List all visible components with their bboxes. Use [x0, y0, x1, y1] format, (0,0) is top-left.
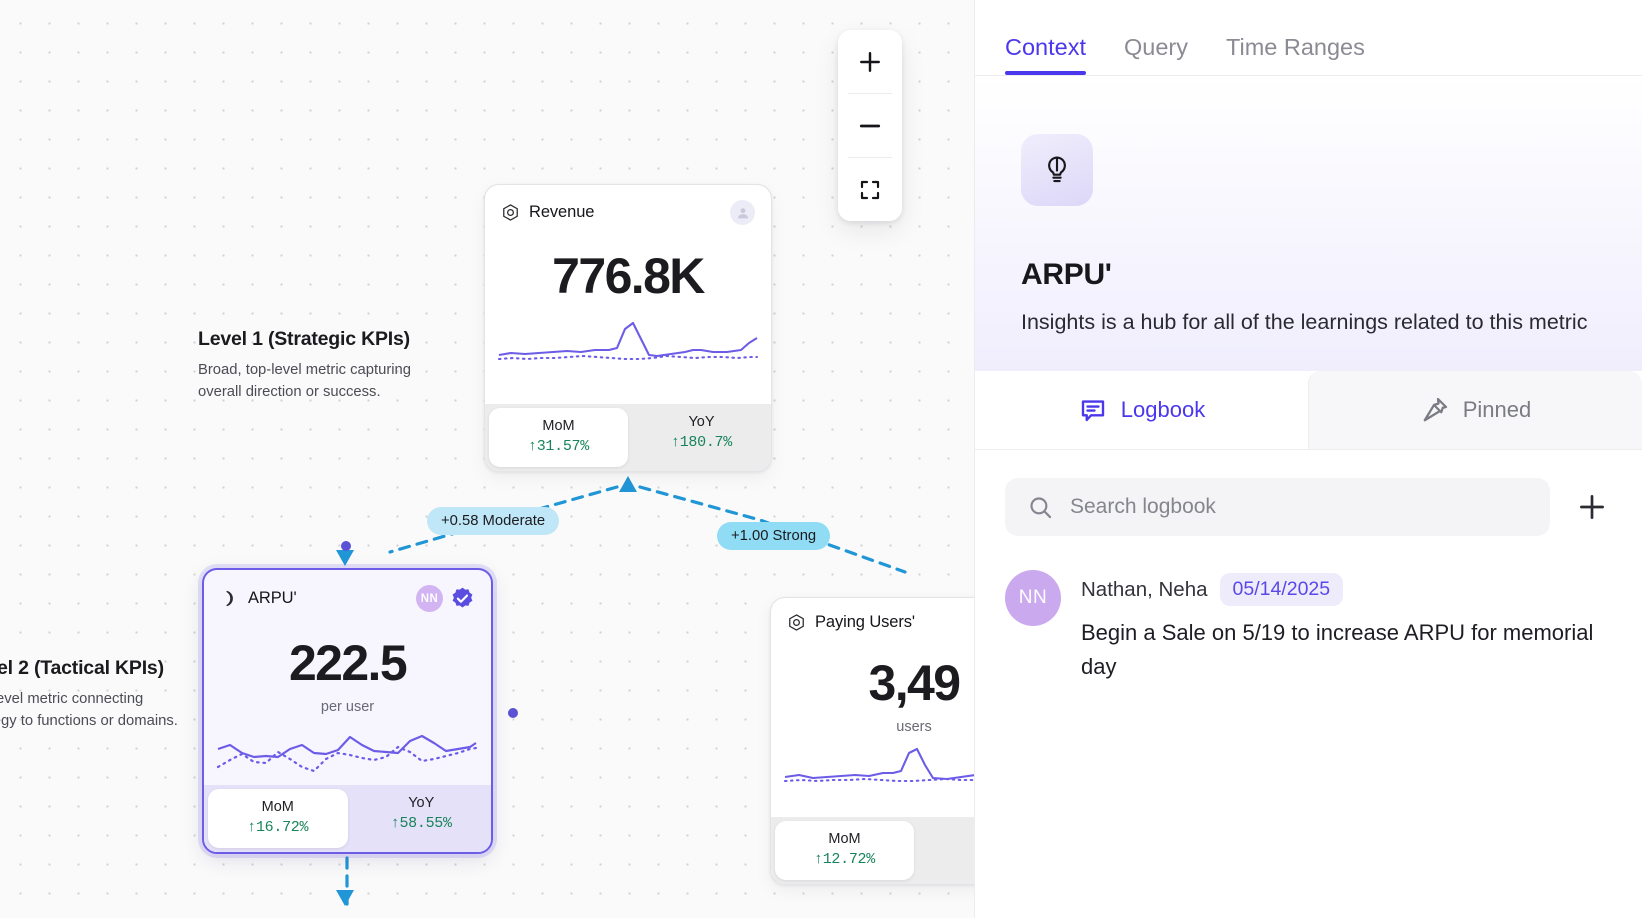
avatar[interactable]: NN: [416, 585, 443, 612]
sparkline-chart: [204, 727, 491, 784]
level-description: Mid-level metric connecting strategy to …: [0, 689, 224, 732]
list-item[interactable]: NN Nathan, Neha 05/14/2025 Begin a Sale …: [1005, 570, 1612, 684]
level-title: Level 1 (Strategic KPIs): [198, 328, 410, 350]
comment-icon: [1081, 400, 1104, 422]
card-header-actions: NN: [416, 585, 475, 612]
metric-card-revenue[interactable]: Revenue 776.8K: [484, 184, 772, 472]
level-annotation-1: Level 1 (Strategic KPIs) Broad, top-leve…: [198, 328, 458, 403]
logbook-search-row: Search logbook: [975, 450, 1642, 537]
metric-delta: ↑12.72%: [814, 851, 875, 868]
zoom-controls: [838, 30, 902, 221]
hexagon-icon: [503, 204, 518, 221]
metric-card-arpu[interactable]: ARPU' NN 222.5 per user M: [202, 568, 493, 854]
zoom-out-button[interactable]: [838, 94, 902, 157]
metric-delta: ↑180.7%: [671, 434, 732, 451]
logbook-entry-list: NN Nathan, Neha 05/14/2025 Begin a Sale …: [975, 536, 1642, 684]
metric-label: YoY: [408, 795, 435, 811]
metric-yoy[interactable]: YoY ↑58.55%: [352, 785, 492, 852]
card-metrics-footer: MoM ↑12.72%: [771, 817, 974, 884]
card-header: ARPU' NN: [204, 570, 491, 616]
hexagon-icon: [789, 614, 804, 631]
card-metrics-footer: MoM ↑16.72% YoY ↑58.55%: [204, 785, 491, 852]
metric-label: MoM: [261, 799, 294, 815]
level-annotation-2: Level 2 (Tactical KPIs) Mid-level metric…: [0, 657, 224, 732]
panel-tab-bar: Context Query Time Ranges: [975, 0, 1642, 76]
metric-delta: ↑16.72%: [247, 819, 309, 836]
plus-icon: [1580, 495, 1604, 520]
tab-context[interactable]: Context: [1005, 34, 1086, 75]
metric-hero: ARPU' Insights is a hub for all of the l…: [975, 76, 1642, 372]
edge-badge-strong[interactable]: +1.00 Strong: [717, 522, 831, 550]
level-desc-line-1: Broad, top-level metric capturing: [198, 362, 412, 378]
card-value: 222.5: [288, 635, 408, 691]
level-desc-line-2: strategy to functions or domains.: [0, 712, 178, 729]
search-icon: [1030, 497, 1052, 518]
log-entry-text: Begin a Sale on 5/19 to increase ARPU fo…: [1081, 620, 1594, 680]
add-log-entry-button[interactable]: [1572, 487, 1612, 527]
level-desc-line-1: Mid-level metric connecting: [0, 691, 144, 707]
card-unit: users: [896, 719, 932, 735]
sub-tab-label: Logbook: [1120, 397, 1206, 423]
lightbulb-icon-container: [1021, 134, 1093, 206]
card-header-actions: [730, 200, 755, 225]
hero-description: Insights is a hub for all of the learnin…: [1021, 310, 1588, 334]
sparkline-chart: [771, 747, 974, 796]
zoom-in-button[interactable]: [838, 30, 902, 93]
log-author: Nathan, Neha: [1081, 577, 1208, 601]
metric-delta: ↑58.55%: [390, 815, 452, 832]
metric-mom[interactable]: MoM ↑12.72%: [775, 821, 914, 880]
log-entry-body: Nathan, Neha 05/14/2025 Begin a Sale on …: [1081, 570, 1612, 684]
log-date-badge: 05/14/2025: [1219, 573, 1344, 607]
level-title: Level 2 (Tactical KPIs): [0, 657, 164, 679]
sparkline-chart: [485, 317, 771, 370]
tab-logbook[interactable]: Logbook: [975, 371, 1308, 450]
card-title: Revenue: [529, 203, 595, 221]
metric-tree-canvas[interactable]: Level 1 (Strategic KPIs) Broad, top-leve…: [0, 0, 974, 918]
level-description: Broad, top-level metric capturing overal…: [198, 360, 458, 403]
tab-time-ranges[interactable]: Time Ranges: [1226, 34, 1365, 60]
card-unit: per user: [320, 699, 375, 715]
avatar: NN: [1005, 570, 1061, 627]
divider: [848, 93, 892, 94]
user-avatar[interactable]: [730, 200, 755, 225]
tab-pinned[interactable]: Pinned: [1308, 371, 1642, 450]
plus-icon: [860, 51, 880, 72]
card-value: 3,49: [868, 655, 962, 711]
moon-icon: [226, 590, 233, 607]
metric-mom[interactable]: MoM ↑31.57%: [489, 408, 628, 467]
page-title: ARPU': [1021, 258, 1112, 291]
card-header: Paying Users': [771, 598, 974, 636]
search-placeholder: Search logbook: [1070, 495, 1216, 519]
tab-query[interactable]: Query: [1124, 34, 1188, 60]
metric-label: MoM: [542, 418, 575, 434]
metric-card-paying-users[interactable]: Paying Users' 3,49 users MoM ↑12.72%: [770, 597, 974, 885]
sub-tab-label: Pinned: [1462, 397, 1532, 423]
verified-icon[interactable]: [450, 586, 475, 611]
log-entry-meta: Nathan, Neha 05/14/2025: [1081, 573, 1612, 607]
metric-label: MoM: [828, 831, 861, 847]
metric-mom[interactable]: MoM ↑16.72%: [208, 789, 348, 848]
context-panel: Context Query Time Ranges ARPU' Insights…: [974, 0, 1642, 918]
card-header: Revenue: [485, 185, 771, 229]
card-title: ARPU': [248, 589, 297, 607]
metric-label: YoY: [688, 414, 715, 430]
level-desc-line-2: overall direction or success.: [198, 383, 381, 400]
metric-delta: ↑31.57%: [528, 438, 589, 455]
search-input[interactable]: Search logbook: [1005, 478, 1550, 537]
card-title: Paying Users': [815, 613, 915, 631]
user-icon: [737, 207, 748, 218]
metric-yoy[interactable]: YoY ↑180.7%: [632, 404, 771, 471]
card-value: 776.8K: [552, 248, 705, 304]
pin-icon: [1423, 398, 1447, 422]
divider: [848, 157, 892, 158]
card-metrics-footer: MoM ↑31.57% YoY ↑180.7%: [485, 404, 771, 471]
sub-tab-bar: Logbook Pinned: [975, 371, 1642, 451]
metric-yoy-placeholder: [918, 817, 974, 884]
fit-view-button[interactable]: [838, 158, 902, 221]
lightbulb-icon: [1048, 156, 1066, 183]
edge-badge-moderate[interactable]: +0.58 Moderate: [427, 507, 560, 535]
minus-icon: [859, 124, 881, 127]
fullscreen-icon: [860, 180, 880, 199]
